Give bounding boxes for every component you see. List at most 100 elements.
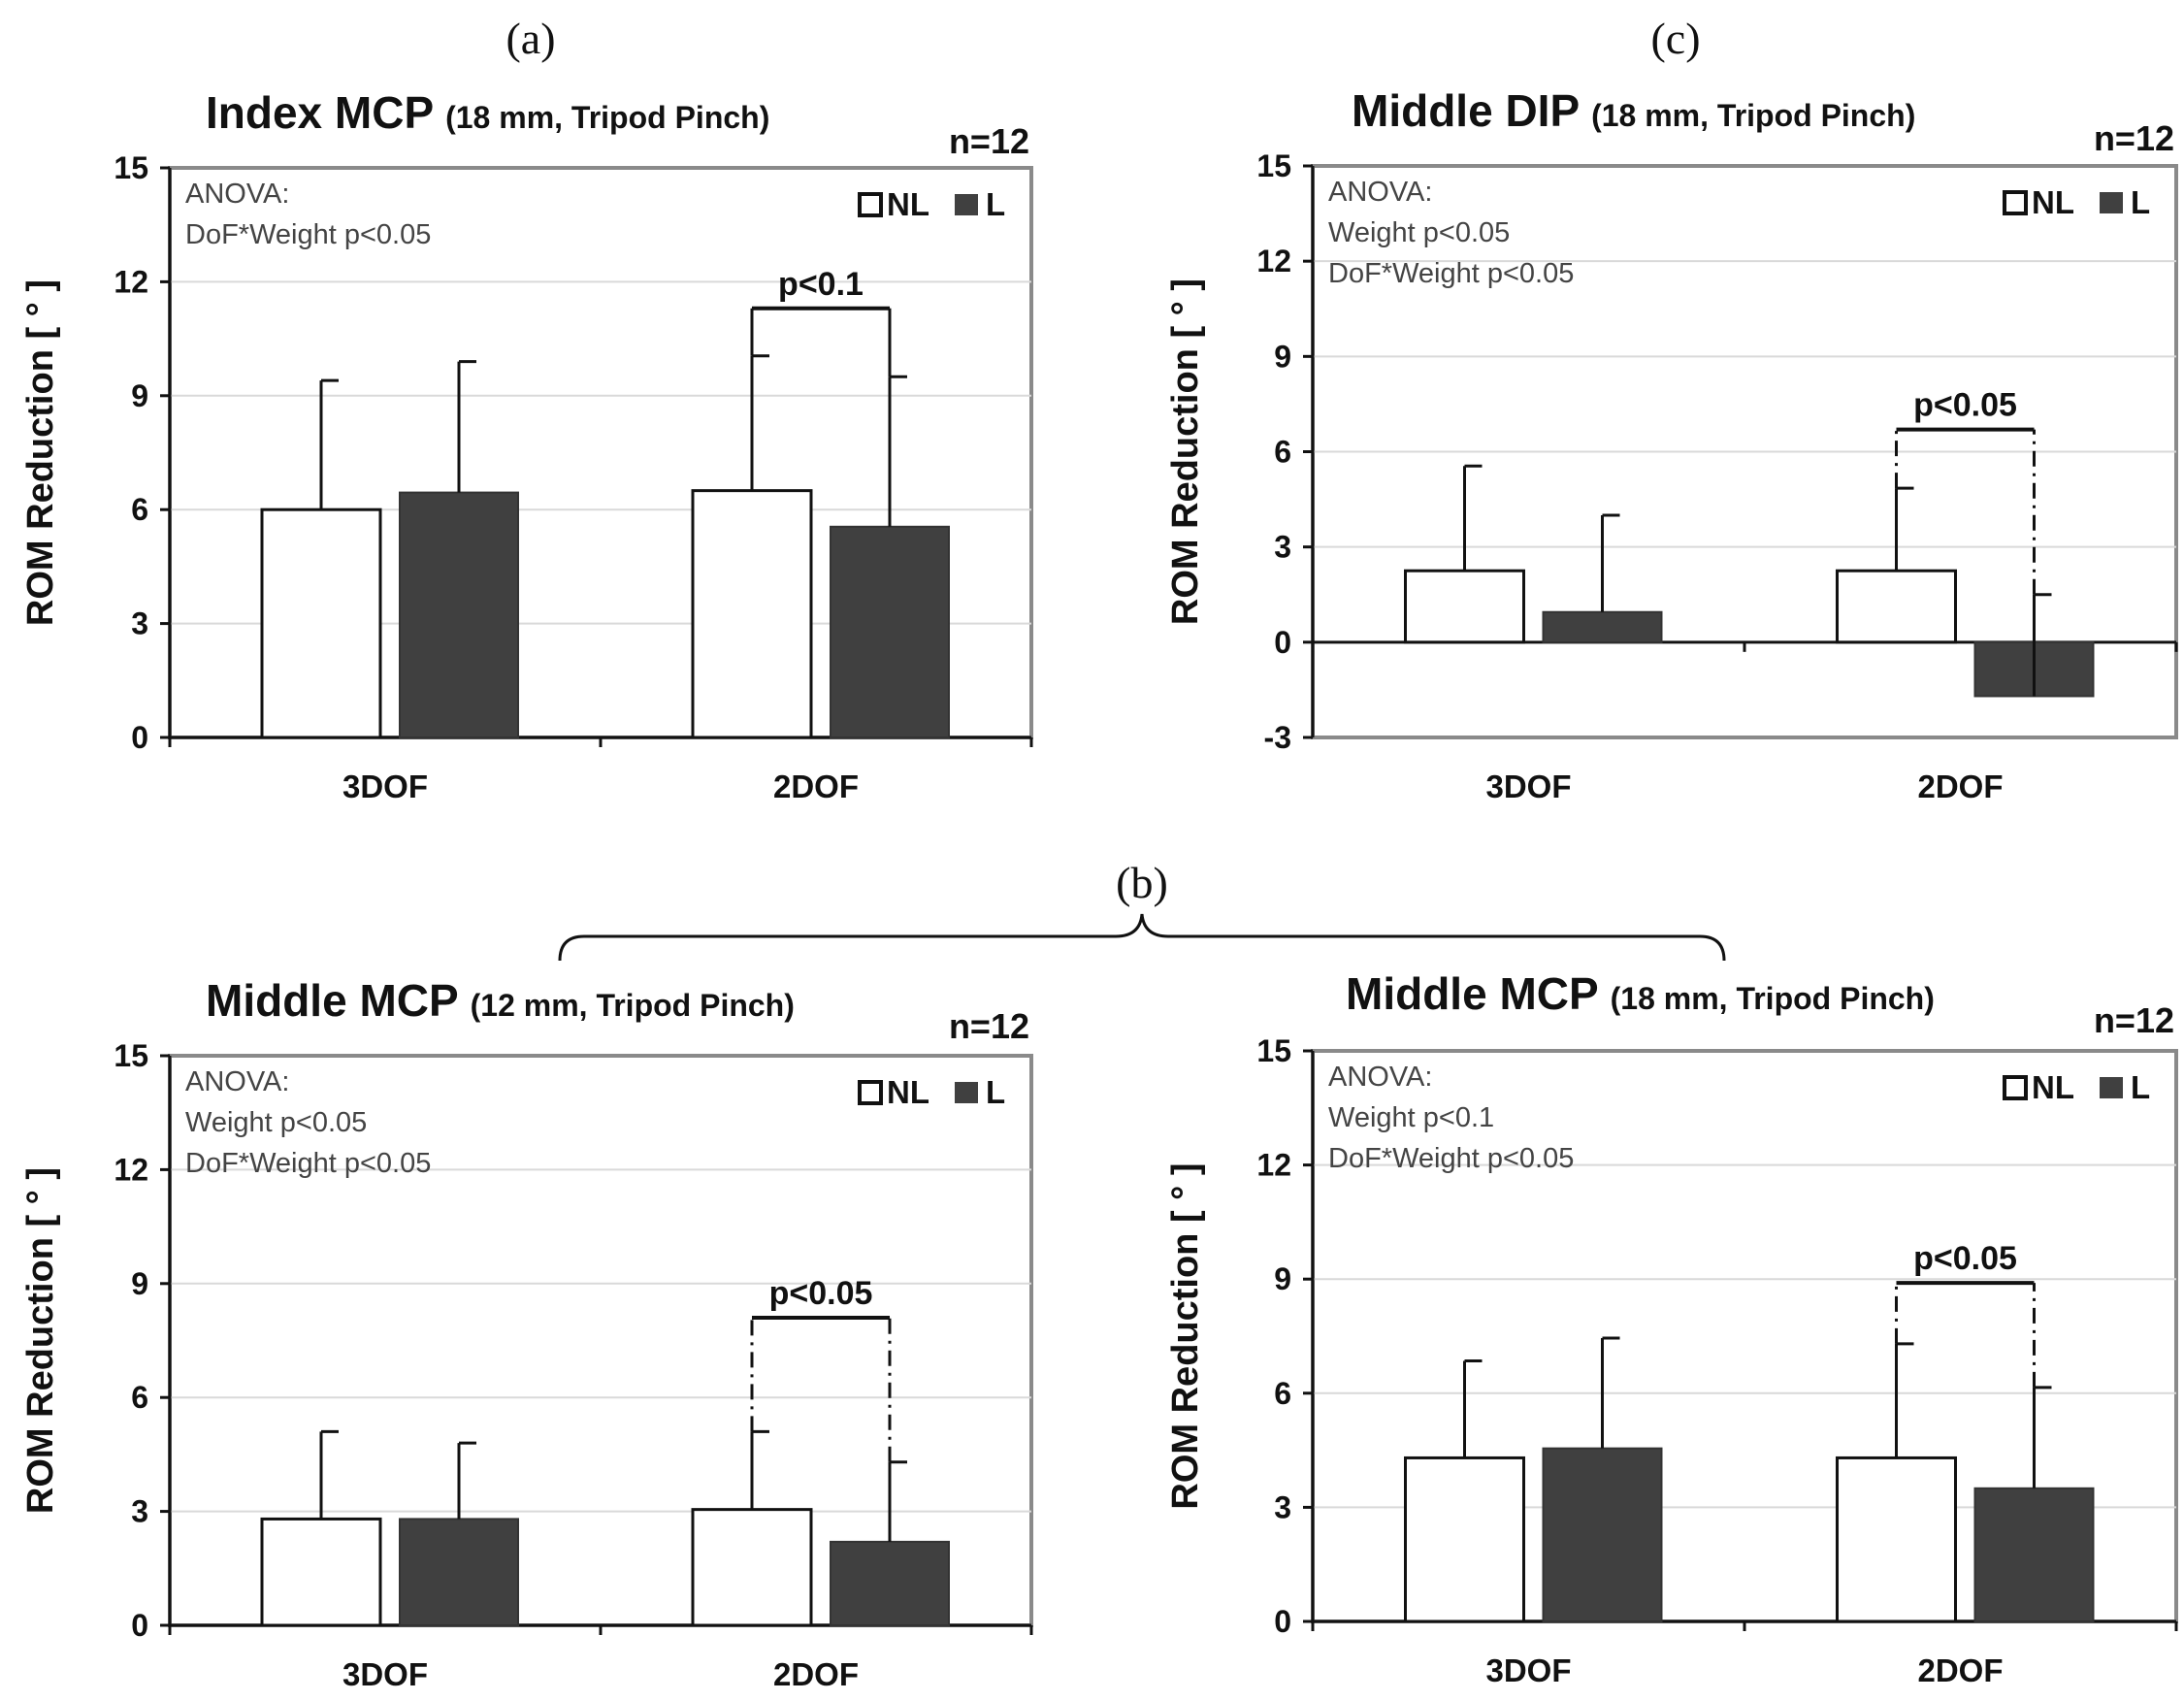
- anova-line: DoF*Weight p<0.05: [1328, 258, 1574, 289]
- legend-swatch-nl: [858, 1080, 883, 1105]
- legend-swatch-l: [2100, 192, 2123, 213]
- n-label: n=12: [949, 1006, 1029, 1046]
- bar-nl-2dof: [1836, 1456, 1957, 1623]
- y-tick-label: 6: [1274, 435, 1291, 470]
- bar-nl-3dof: [260, 1517, 382, 1627]
- y-tick-label: 12: [114, 264, 148, 299]
- y-tick-label: 3: [1274, 530, 1291, 565]
- y-tick-label: 9: [1274, 339, 1291, 374]
- anova-line: ANOVA:: [1328, 177, 1432, 208]
- panel-b-brace: [558, 913, 1726, 962]
- legend-swatch-l: [2100, 1077, 2123, 1098]
- legend-label-l: L: [986, 1074, 1005, 1110]
- y-tick-label: 15: [114, 1038, 148, 1073]
- y-axis-label: ROM Reduction [ ° ]: [20, 279, 61, 626]
- legend-swatch-nl: [2003, 1075, 2028, 1100]
- n-label: n=12: [2094, 118, 2174, 158]
- legend-swatch-nl: [858, 192, 883, 217]
- chart-title-sub: (12 mm, Tripod Pinch): [471, 988, 795, 1023]
- bar-nl-2dof: [691, 489, 813, 739]
- chart-middle-dip: Middle DIP (18 mm, Tripod Pinch) n=12 -3 0 3…: [1165, 85, 2178, 804]
- anova-line: DoF*Weight p<0.05: [185, 1148, 431, 1179]
- chart-title: Middle DIP (18 mm, Tripod Pinch): [1352, 85, 1915, 136]
- anova-line: Weight p<0.1: [1328, 1102, 1494, 1133]
- y-tick-label: 9: [1274, 1261, 1291, 1296]
- significance-label: p<0.1: [778, 266, 864, 303]
- chart-title: Middle MCP (12 mm, Tripod Pinch): [206, 975, 795, 1026]
- bar-l-3dof: [399, 491, 519, 738]
- category-label: 2DOF: [773, 1656, 859, 1692]
- y-tick-label: 3: [131, 606, 148, 641]
- bar-l-3dof: [399, 1518, 519, 1626]
- chart-title-main: Middle MCP: [1346, 968, 1611, 1019]
- legend-label-nl: NL: [887, 186, 929, 222]
- bar-l-2dof: [830, 1540, 950, 1626]
- chart-title-main: Index MCP: [206, 87, 445, 138]
- chart-title: Middle MCP (18 mm, Tripod Pinch): [1346, 968, 1935, 1019]
- y-tick-label: 12: [1256, 244, 1291, 278]
- y-tick-label: 0: [1274, 625, 1291, 660]
- bar-l-3dof: [1542, 1447, 1663, 1623]
- y-tick-label: 9: [131, 1266, 148, 1301]
- anova-line: Weight p<0.05: [1328, 217, 1510, 248]
- category-label: 3DOF: [342, 1656, 428, 1692]
- category-label: 3DOF: [1485, 769, 1571, 804]
- legend-swatch-nl: [2003, 190, 2028, 215]
- bar-l-2dof: [830, 525, 950, 738]
- y-tick-label: 0: [1274, 1604, 1291, 1639]
- bar-nl-3dof: [1404, 1456, 1525, 1623]
- legend-label-nl: NL: [2032, 184, 2074, 220]
- y-axis-label: ROM Reduction [ ° ]: [1165, 278, 1206, 625]
- legend-label-nl: NL: [887, 1074, 929, 1110]
- y-tick-label: 0: [131, 1608, 148, 1643]
- anova-line: ANOVA:: [1328, 1062, 1432, 1093]
- anova-line: DoF*Weight p<0.05: [185, 219, 431, 250]
- y-axis-label: ROM Reduction [ ° ]: [1165, 1162, 1206, 1509]
- anova-line: ANOVA:: [185, 1066, 289, 1097]
- y-tick-label: 6: [131, 492, 148, 527]
- bar-nl-2dof: [1836, 569, 1957, 644]
- significance-label: p<0.05: [1913, 1240, 2017, 1277]
- category-label: 2DOF: [1917, 1652, 2003, 1688]
- y-tick-label: 12: [1256, 1148, 1291, 1183]
- y-axis-label: ROM Reduction [ ° ]: [20, 1167, 61, 1514]
- category-label: 2DOF: [1917, 769, 2003, 804]
- y-tick-label: 6: [1274, 1376, 1291, 1411]
- chart-title-main: Middle MCP: [206, 975, 471, 1026]
- anova-line: DoF*Weight p<0.05: [1328, 1143, 1574, 1174]
- category-label: 3DOF: [1485, 1652, 1571, 1688]
- n-label: n=12: [949, 121, 1029, 161]
- significance-label: p<0.05: [1913, 387, 2017, 424]
- chart-title-sub: (18 mm, Tripod Pinch): [445, 100, 769, 135]
- n-label: n=12: [2094, 1000, 2174, 1040]
- anova-line: Weight p<0.05: [185, 1107, 367, 1138]
- bar-l-3dof: [1542, 610, 1663, 643]
- y-tick-label: 0: [131, 720, 148, 755]
- y-tick-label: 3: [131, 1494, 148, 1529]
- chart-title-sub: (18 mm, Tripod Pinch): [1591, 98, 1915, 133]
- bar-l-2dof: [1973, 1487, 2095, 1623]
- legend-label-l: L: [986, 186, 1005, 222]
- y-tick-label: 15: [1256, 1033, 1291, 1068]
- y-tick-label: 15: [114, 150, 148, 185]
- anova-line: ANOVA:: [185, 179, 289, 210]
- panel-label-b: (b): [1116, 858, 1168, 907]
- chart-title-sub: (18 mm, Tripod Pinch): [1611, 981, 1935, 1016]
- legend-label-nl: NL: [2032, 1069, 2074, 1105]
- panel-label-c: (c): [1650, 14, 1700, 63]
- category-label: 3DOF: [342, 769, 428, 804]
- panel-label-a: (a): [505, 14, 555, 63]
- legend-swatch-l: [955, 194, 978, 215]
- y-tick-label: 9: [131, 378, 148, 413]
- y-tick-label: -3: [1264, 720, 1291, 755]
- bar-nl-3dof: [1404, 569, 1525, 644]
- chart-index-mcp: Index MCP (18 mm, Tripod Pinch) n=12 0 3 6 9 1…: [20, 87, 1033, 804]
- bar-nl-2dof: [691, 1508, 813, 1627]
- y-tick-label: 12: [114, 1152, 148, 1187]
- legend-swatch-l: [955, 1082, 978, 1103]
- legend-label-l: L: [2131, 184, 2150, 220]
- y-tick-label: 3: [1274, 1489, 1291, 1524]
- chart-middle-mcp-18mm: Middle MCP (18 mm, Tripod Pinch) n=12 0 3 6 9…: [1165, 968, 2178, 1688]
- chart-title-main: Middle DIP: [1352, 85, 1591, 136]
